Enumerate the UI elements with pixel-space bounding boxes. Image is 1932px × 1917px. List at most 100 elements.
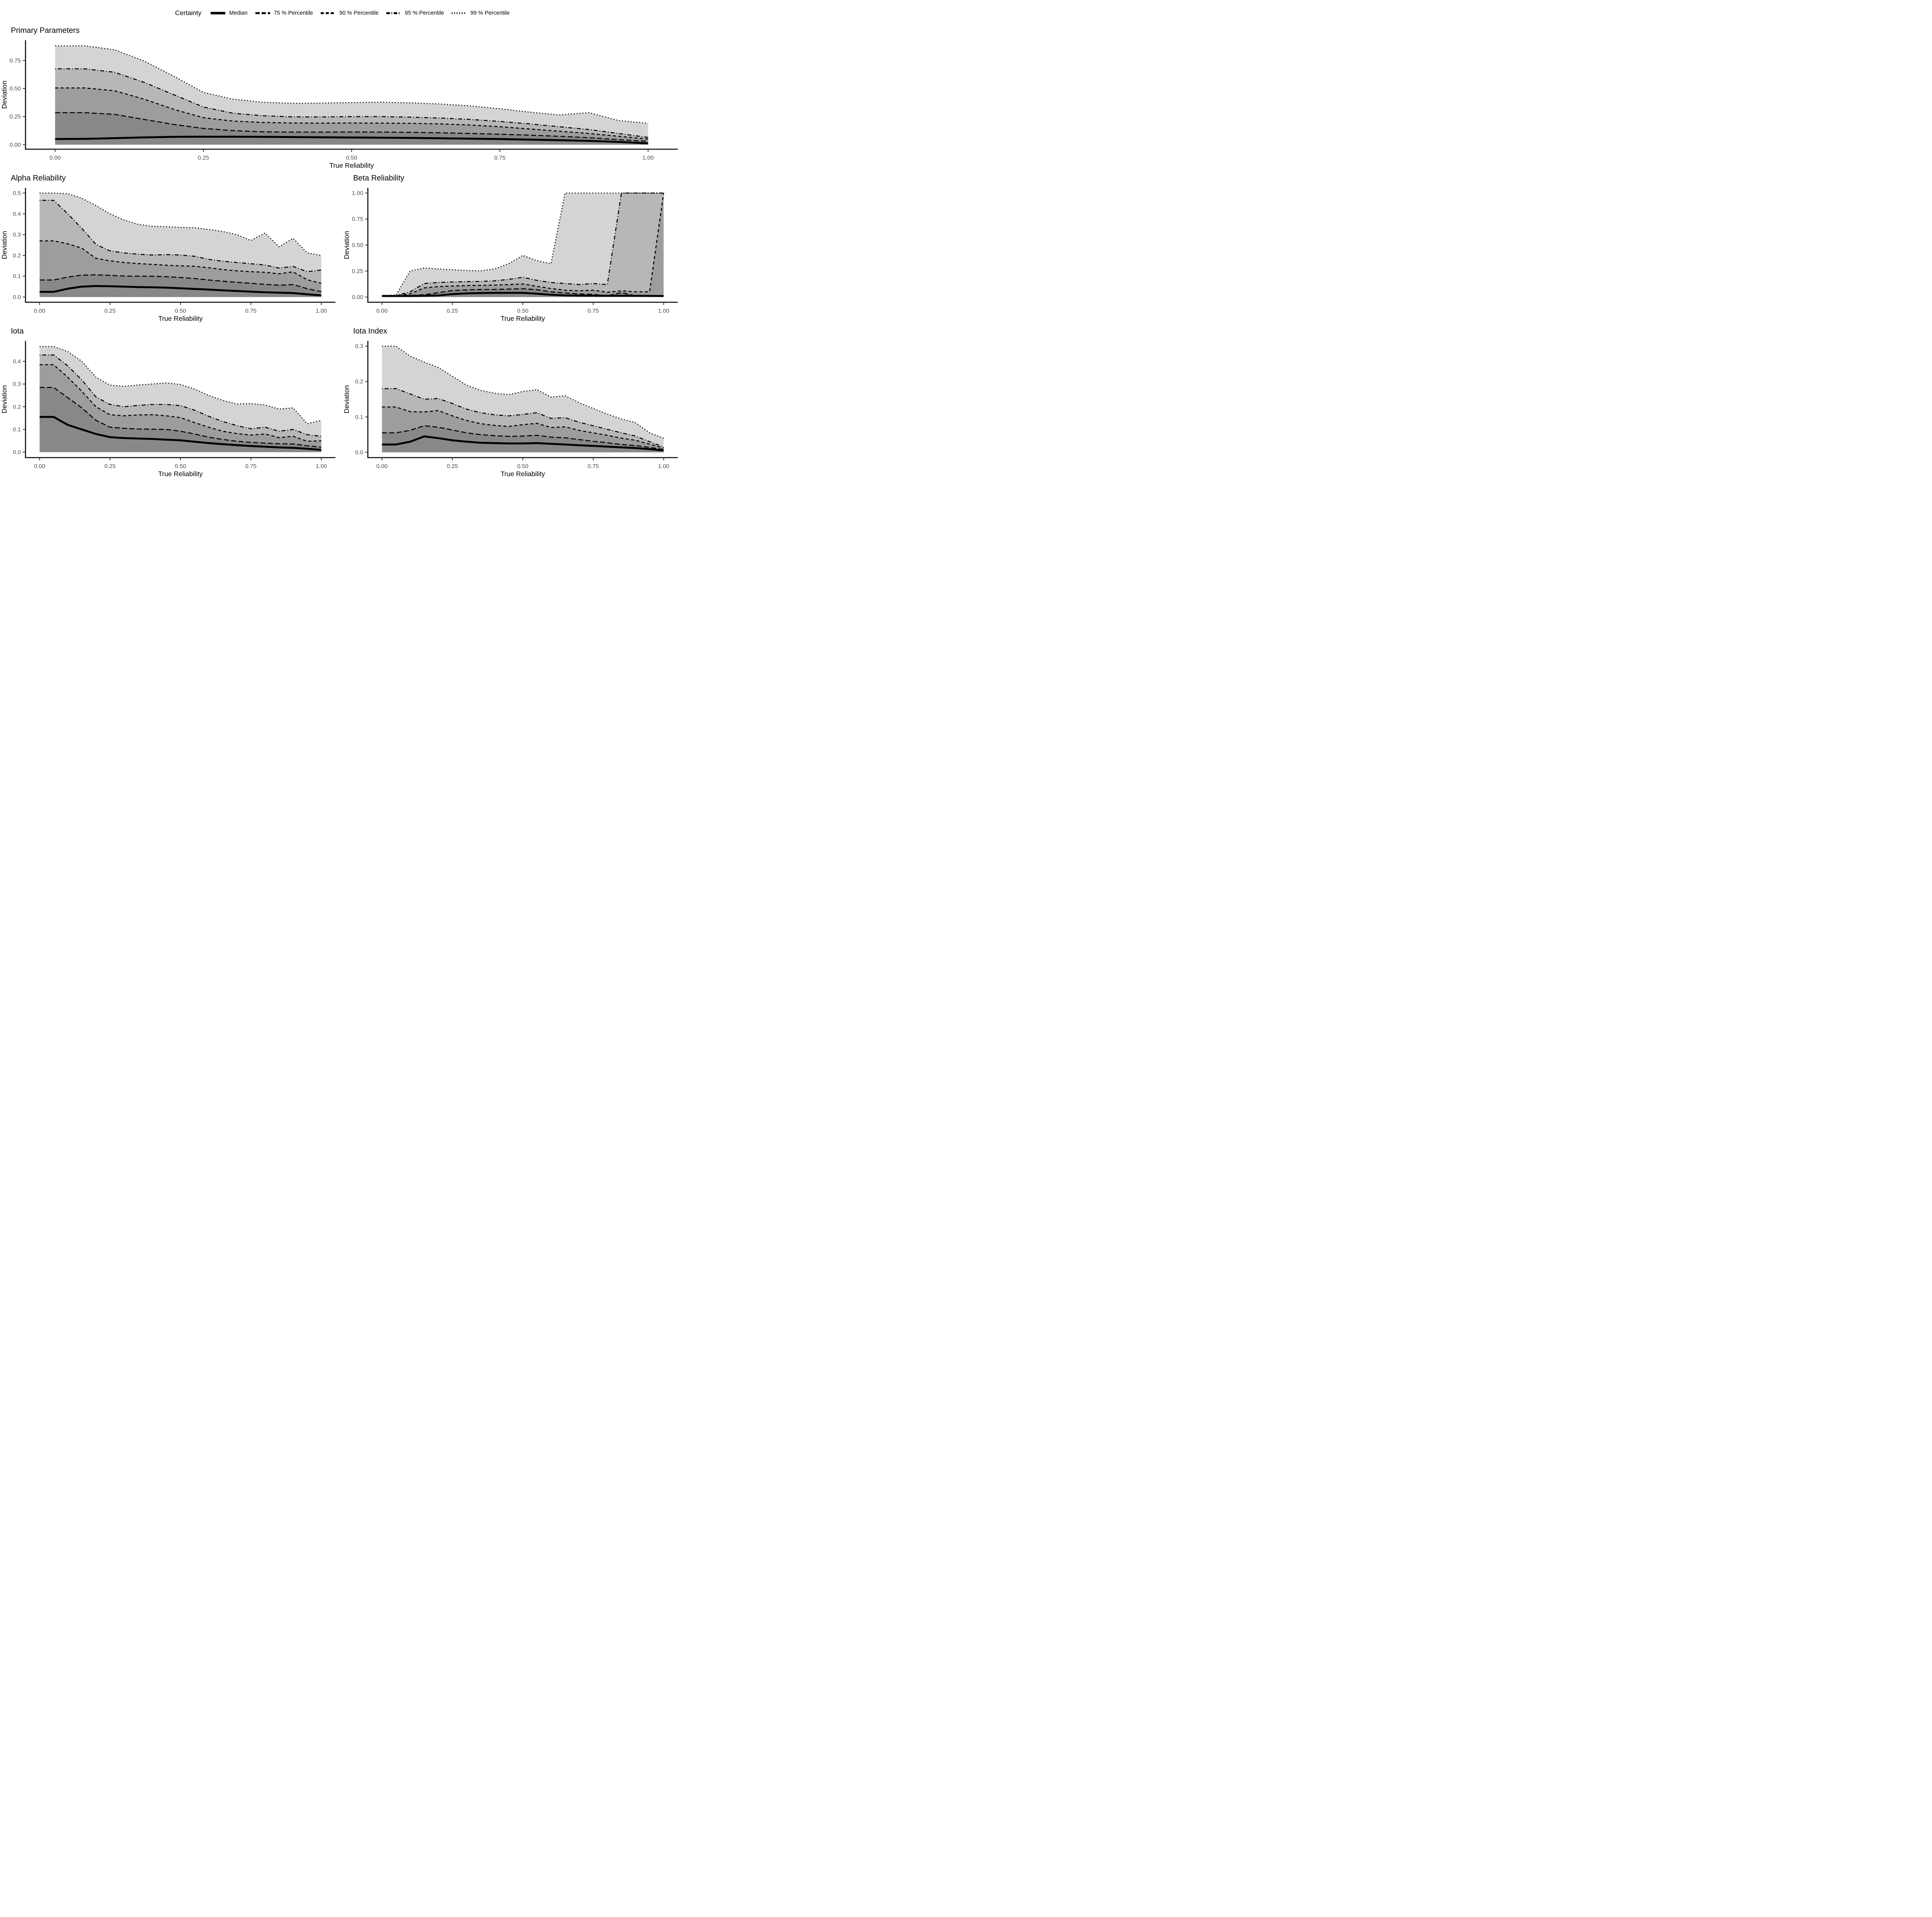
y-tick-label: 0.1 <box>355 414 363 421</box>
x-tick-label: 0.50 <box>517 463 528 470</box>
axes: 0.00 0.25 0.50 0.75 1.00 0.00 0.25 0.50 0.75 True… <box>0 40 678 169</box>
y-tick-label: 0.50 <box>10 85 21 92</box>
series-line-90-percentile <box>39 364 321 442</box>
chart-beta-reliability: Beta Reliability 0.00 0.25 0.50 0.75 1.00 0.0… <box>342 171 685 324</box>
y-tick-label: 0.4 <box>13 358 21 365</box>
legend-entry-p90: 90 % Percentile <box>320 10 379 17</box>
chart-alpha-reliability: Alpha Reliability 0.00 0.25 0.50 0.75 1.00 0.… <box>0 171 342 324</box>
legend-entry-p99: 99 % Percentile <box>451 10 510 17</box>
axes: 0.00 0.25 0.50 0.75 1.00 0.0 0.1 0.2 0.3 0.4 True … <box>0 341 335 478</box>
legend-entry-label: Median <box>229 10 248 16</box>
series-line-75-percentile <box>39 387 321 448</box>
x-tick-label: 1.00 <box>316 463 327 470</box>
series-line-median <box>382 292 664 297</box>
x-tick-label: 1.00 <box>658 463 669 470</box>
series-line-median <box>39 285 321 296</box>
dotted-line-key-icon <box>452 12 467 14</box>
y-tick-label: 0.0 <box>355 449 363 456</box>
legend-entry-median: Median <box>210 10 248 17</box>
y-tick-label: 0.3 <box>355 343 363 350</box>
x-tick-label: 0.75 <box>494 155 505 161</box>
series-line-99-percentile <box>39 346 321 424</box>
x-axis-title: True Reliability <box>329 162 374 169</box>
chart-title: Iota Index <box>353 327 387 335</box>
legend-entry-label: 95 % Percentile <box>405 10 444 16</box>
chart-row-middle: Alpha Reliability 0.00 0.25 0.50 0.75 1.00 0.… <box>0 171 685 324</box>
chart-canvas-beta-reliability: 0.00 0.25 0.50 0.75 1.00 0.00 0.25 0.50 0.75 1.00… <box>343 188 678 322</box>
y-axis-title: Deviation <box>0 231 8 259</box>
dashed-line-key-icon <box>321 12 336 14</box>
longdash-line-key-icon <box>255 12 270 14</box>
y-tick-label: 0.2 <box>13 252 21 259</box>
y-tick-label: 0.1 <box>13 273 21 280</box>
series-line-90-percentile <box>382 406 664 449</box>
y-tick-label: 0.00 <box>10 141 21 148</box>
x-axis-title: True Reliability <box>158 315 202 322</box>
legend-entry-p95: 95 % Percentile <box>386 10 444 17</box>
legend-entry-label: 75 % Percentile <box>274 10 313 16</box>
chart-primary-parameters: Primary Parameters 0.00 0.25 0.50 0.75 1.00 0… <box>0 23 685 171</box>
series-line-median <box>382 435 664 452</box>
dotdash-line-key-icon <box>386 12 401 14</box>
chart-title: Beta Reliability <box>353 174 405 182</box>
x-tick-label: 0.25 <box>198 155 209 161</box>
legend-entry-label: 99 % Percentile <box>470 10 510 16</box>
series-line-90-percentile <box>39 240 321 284</box>
y-tick-label: 0.1 <box>13 426 21 433</box>
y-tick-label: 0.25 <box>352 268 363 274</box>
x-tick-label: 0.00 <box>34 463 45 470</box>
x-tick-label: 0.75 <box>245 308 257 314</box>
y-tick-label: 0.3 <box>13 232 21 238</box>
median-line-key-icon <box>211 12 226 15</box>
y-tick-label: 0.25 <box>10 114 21 120</box>
y-tick-label: 0.0 <box>13 449 21 456</box>
chart-canvas-primary-parameters: 0.00 0.25 0.50 0.75 1.00 0.00 0.25 0.50 0.75 True… <box>0 40 678 169</box>
y-axis-title: Deviation <box>0 385 8 414</box>
series-line-99-percentile <box>55 45 648 124</box>
x-tick-label: 1.00 <box>643 155 654 161</box>
y-tick-label: 0.4 <box>13 211 21 217</box>
ribbon-99-percentile <box>382 193 664 297</box>
y-tick-label: 0.50 <box>352 242 363 249</box>
legend-title: Certainty <box>175 9 202 17</box>
x-tick-label: 0.00 <box>49 155 61 161</box>
x-tick-label: 0.25 <box>447 308 458 314</box>
y-axis-title: Deviation <box>343 231 350 259</box>
legend-entry-p75: 75 % Percentile <box>255 10 313 17</box>
series-line-median <box>39 416 321 451</box>
series-line-75-percentile <box>39 274 321 292</box>
series-line-90-percentile <box>55 87 648 140</box>
x-tick-label: 0.50 <box>346 155 357 161</box>
x-tick-label: 0.00 <box>34 308 45 314</box>
y-tick-label: 0.75 <box>10 57 21 64</box>
y-tick-label: 0.3 <box>13 381 21 388</box>
series-line-90-percentile <box>382 193 664 296</box>
y-axis-title: Deviation <box>343 385 350 414</box>
x-tick-label: 1.00 <box>316 308 327 314</box>
axes: 0.00 0.25 0.50 0.75 1.00 0.00 0.25 0.50 0.75 1.00… <box>343 188 678 322</box>
y-tick-label: 0.75 <box>352 216 363 223</box>
figure-page: Certainty Median 75 % Percentile 90 % Pe… <box>0 0 685 479</box>
chart-iota: Iota 0.00 0.25 0.50 0.75 1.00 0.0 0.1 0.2 0.3 0.4… <box>0 324 342 479</box>
x-tick-label: 0.25 <box>447 463 458 470</box>
chart-title: Iota <box>11 327 24 335</box>
x-tick-label: 0.00 <box>376 463 388 470</box>
series-line-75-percentile <box>382 425 664 450</box>
series-line-median <box>55 136 648 145</box>
x-tick-label: 0.75 <box>588 463 599 470</box>
x-tick-label: 0.25 <box>104 308 116 314</box>
x-tick-label: 0.50 <box>175 463 186 470</box>
x-tick-label: 0.25 <box>104 463 116 470</box>
x-axis-title: True Reliability <box>158 470 202 478</box>
series-line-95-percentile <box>382 388 664 448</box>
series-line-95-percentile <box>55 68 648 138</box>
legend-entry-label: 90 % Percentile <box>339 10 379 16</box>
x-tick-label: 0.50 <box>175 308 186 314</box>
y-tick-label: 0.0 <box>13 294 21 301</box>
axes: 0.00 0.25 0.50 0.75 1.00 0.0 0.1 0.2 0.3 True Rel… <box>343 341 678 478</box>
series-line-95-percentile <box>39 354 321 437</box>
series-line-99-percentile <box>382 192 664 296</box>
chart-row-bottom: Iota 0.00 0.25 0.50 0.75 1.00 0.0 0.1 0.2 0.3 0.4… <box>0 324 685 479</box>
y-tick-label: 1.00 <box>352 190 363 196</box>
x-tick-label: 0.50 <box>517 308 528 314</box>
